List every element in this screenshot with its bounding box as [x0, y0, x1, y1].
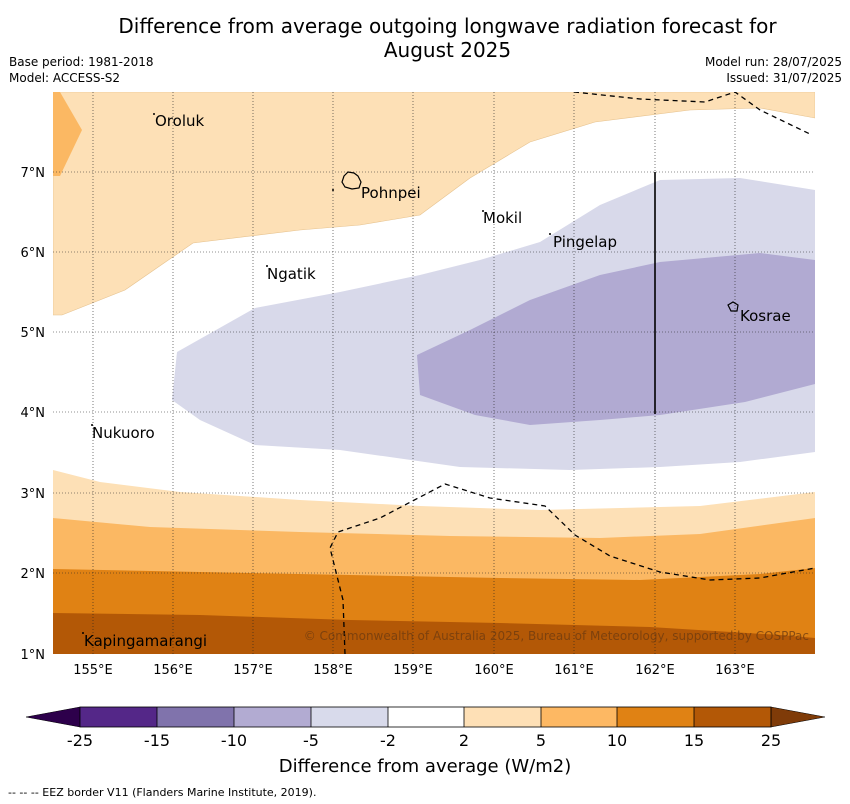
eez-footnote: -- -- -- EEZ border V11 (Flanders Marine… [8, 786, 317, 799]
colorbar-segment [157, 707, 234, 727]
lon-label: 161°E [554, 663, 594, 678]
place-label-ngatik: Ngatik [267, 265, 316, 283]
anomaly-pos-15-25-south [53, 613, 815, 654]
colorbar-tick: 25 [761, 731, 781, 750]
lon-label: 156°E [153, 663, 193, 678]
colorbar-tick: -2 [380, 731, 396, 750]
colorbar-segment [694, 707, 771, 727]
lat-label: 2°N [21, 567, 46, 582]
place-label-oroluk: Oroluk [155, 112, 204, 130]
colorbar: -25 -15 -10 -5 -2 2 5 10 15 25 Differenc… [25, 706, 826, 777]
title-line-1: Difference from average outgoing longwav… [118, 14, 777, 38]
colorbar-segment [464, 707, 541, 727]
lon-label: 160°E [474, 663, 514, 678]
colorbar-segment [234, 707, 311, 727]
meta-left: Base period: 1981-2018 Model: ACCESS-S2 [9, 54, 154, 86]
colorbar-tick: 5 [536, 731, 546, 750]
colorbar-segment [617, 707, 694, 727]
lat-label: 6°N [21, 246, 46, 261]
colorbar-tick: -5 [303, 731, 319, 750]
anomaly-pos-5-10-north [53, 92, 82, 176]
lon-label: 158°E [313, 663, 353, 678]
colorbar-segment [311, 707, 388, 727]
lon-label: 155°E [73, 663, 113, 678]
map-area: Oroluk Pohnpei Mokil Pingelap Ngatik Kos… [53, 92, 815, 654]
lon-label: 159°E [393, 663, 433, 678]
colorbar-tick: -10 [221, 731, 247, 750]
colorbar-dividers [156, 707, 695, 727]
colorbar-extend-min [25, 706, 81, 728]
island-markers [82, 113, 551, 634]
colorbar-extend-max [770, 706, 826, 728]
base-period: Base period: 1981-2018 [9, 55, 154, 69]
latitude-labels: 7°N 6°N 5°N 4°N 3°N 2°N 1°N [21, 166, 46, 663]
colorbar-tick: -25 [67, 731, 93, 750]
place-label-kapingamarangi: Kapingamarangi [84, 632, 207, 650]
lon-label: 162°E [635, 663, 675, 678]
colorbar-segment [80, 707, 157, 727]
eez-borders [329, 92, 815, 654]
model-run: Model run: 28/07/2025 [704, 55, 842, 69]
place-label-pingelap: Pingelap [553, 233, 617, 251]
colorbar-label: Difference from average (W/m2) [279, 756, 571, 777]
lat-label: 4°N [21, 406, 46, 421]
colorbar-tick: 2 [459, 731, 469, 750]
kosrae-island-outline [727, 301, 739, 312]
place-label-pohnpei: Pohnpei [361, 184, 421, 202]
lat-label: 5°N [21, 326, 46, 341]
colorbar-tick: 10 [607, 731, 627, 750]
place-label-kosrae: Kosrae [740, 307, 791, 325]
colorbar-segment [388, 707, 464, 727]
longitude-labels: 155°E 156°E 157°E 158°E 159°E 160°E 161°… [73, 663, 755, 678]
colorbar-tick: -15 [144, 731, 170, 750]
colorbar-frame [79, 706, 772, 728]
place-label-mokil: Mokil [483, 209, 522, 227]
place-label-nukuoro: Nukuoro [92, 424, 155, 442]
chart-title: Difference from average outgoing longwav… [60, 14, 835, 62]
colorbar-segment [541, 707, 617, 727]
anomaly-pos-2-5-north [53, 92, 815, 316]
lat-label: 3°N [21, 487, 46, 502]
anomaly-neg-5-10 [417, 253, 815, 425]
lat-label: 7°N [21, 166, 46, 181]
lon-label: 163°E [715, 663, 755, 678]
gridlines [53, 92, 815, 654]
colorbar-tick: 15 [684, 731, 704, 750]
copyright-notice: © Commonwealth of Australia 2025, Bureau… [304, 629, 809, 643]
title-line-2: August 2025 [383, 38, 512, 62]
meta-right: Model run: 28/07/2025 Issued: 31/07/2025 [705, 54, 842, 86]
issued-date: Issued: 31/07/2025 [726, 71, 842, 85]
pohnpei-island-outline [341, 171, 362, 190]
lat-label: 1°N [21, 648, 46, 663]
model-name: Model: ACCESS-S2 [9, 71, 121, 85]
lon-label: 157°E [233, 663, 273, 678]
